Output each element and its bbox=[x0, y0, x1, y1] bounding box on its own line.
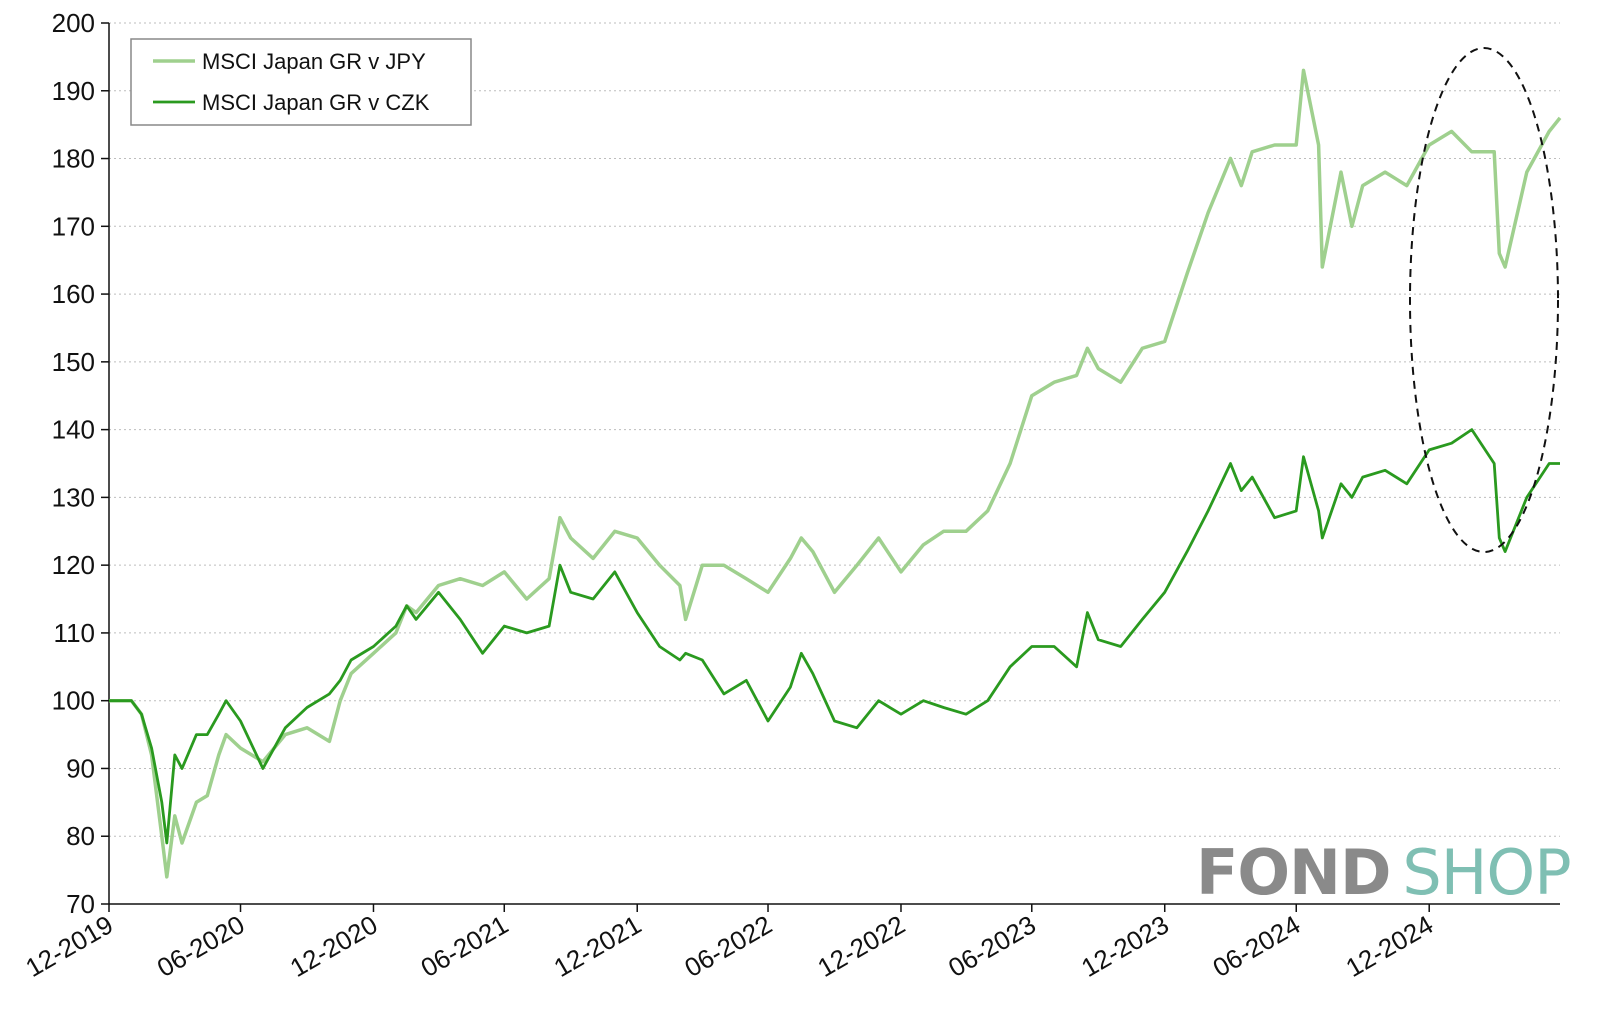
y-tick-label: 170 bbox=[52, 211, 95, 241]
y-tick-label: 180 bbox=[52, 144, 95, 174]
series-lines bbox=[109, 68, 1562, 879]
y-tick-label: 90 bbox=[66, 753, 95, 783]
x-axis-ticks: 12-2019 06-2020 12-2020 06-2021 12-2021 06-20… bbox=[20, 904, 1438, 983]
x-tick-label: 06-2022 bbox=[679, 909, 777, 983]
y-tick-label: 100 bbox=[52, 686, 95, 716]
logo-text-shop: SHOP bbox=[1402, 836, 1571, 909]
series-line-2 bbox=[109, 428, 1560, 845]
x-tick-label: 12-2022 bbox=[812, 909, 910, 983]
y-tick-label: 110 bbox=[54, 618, 95, 648]
y-tick-label: 70 bbox=[66, 889, 95, 919]
x-tick-label: 06-2020 bbox=[152, 909, 250, 983]
x-tick-label: 12-2023 bbox=[1076, 909, 1174, 983]
y-axis-ticks: 70 80 90 100 110 120 130 140 150 160 170 180 190 200 bbox=[52, 8, 109, 919]
legend-label-2: MSCI Japan GR v CZK bbox=[202, 90, 430, 115]
x-tick-label: 06-2021 bbox=[416, 909, 514, 983]
y-tick-label: 80 bbox=[66, 821, 95, 851]
x-tick-label: 12-2019 bbox=[20, 909, 118, 983]
y-tick-label: 200 bbox=[52, 8, 95, 38]
y-tick-label: 160 bbox=[52, 279, 95, 309]
highlight-ellipse bbox=[1409, 47, 1559, 553]
x-tick-label: 06-2024 bbox=[1208, 909, 1306, 983]
logo-text-fond: FOND bbox=[1196, 836, 1391, 909]
x-tick-label: 12-2020 bbox=[285, 909, 383, 983]
x-tick-label: 12-2021 bbox=[549, 909, 647, 983]
legend-label-1: MSCI Japan GR v JPY bbox=[202, 49, 426, 74]
y-tick-label: 190 bbox=[52, 76, 95, 106]
x-tick-label: 06-2023 bbox=[943, 909, 1041, 983]
x-tick-label: 12-2024 bbox=[1341, 909, 1439, 983]
series-line-1 bbox=[109, 68, 1562, 879]
fondshop-logo: FOND SHOP bbox=[1196, 836, 1572, 909]
y-tick-label: 140 bbox=[52, 415, 95, 445]
legend: MSCI Japan GR v JPY MSCI Japan GR v CZK bbox=[130, 38, 472, 126]
y-tick-label: 120 bbox=[52, 550, 95, 580]
y-tick-label: 130 bbox=[52, 482, 95, 512]
legend-box bbox=[130, 38, 472, 126]
y-tick-label: 150 bbox=[52, 347, 95, 377]
grid-lines bbox=[109, 22, 1560, 837]
axes bbox=[108, 23, 1560, 905]
